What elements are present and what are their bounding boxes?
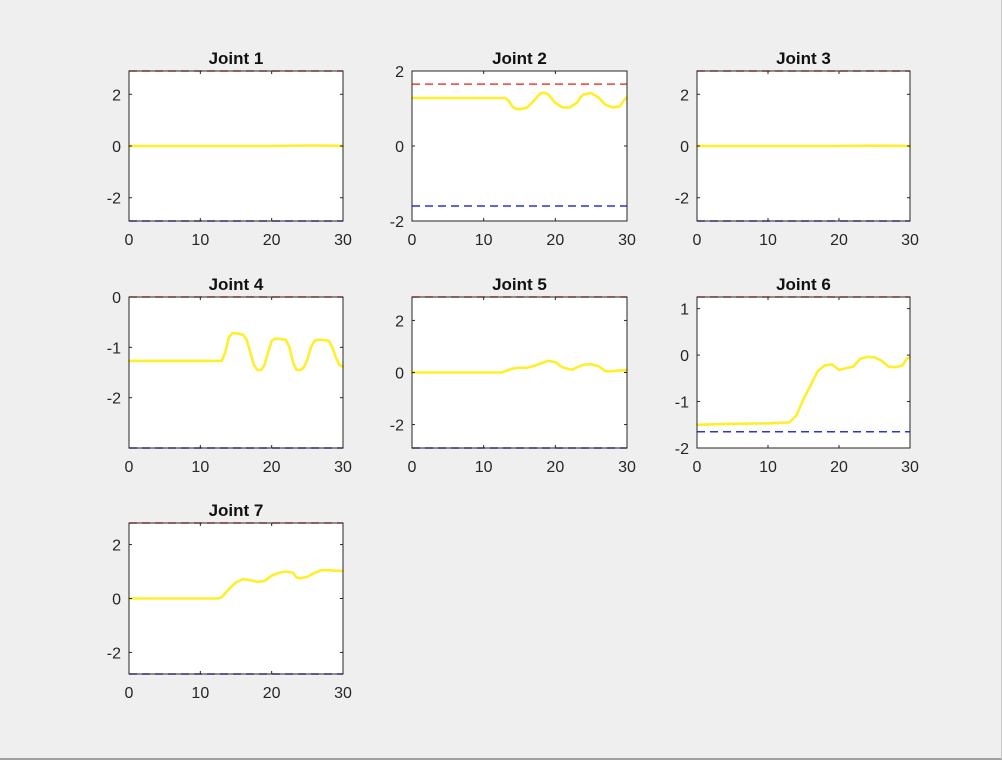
x-tick-label: 0 (408, 459, 417, 476)
x-tick-label: 10 (759, 459, 777, 476)
x-tick-label: 30 (618, 459, 636, 476)
x-tick-label: 20 (263, 232, 281, 249)
subplot-title: Joint 5 (492, 275, 547, 294)
y-tick-label: 2 (395, 313, 404, 330)
y-tick-label: 0 (680, 348, 689, 365)
axes-frame (696, 296, 911, 449)
y-tick-label: -2 (390, 214, 404, 231)
y-tick-label: -1 (107, 340, 121, 357)
axes-background (697, 297, 910, 448)
y-tick-label: -2 (675, 441, 689, 458)
trajectory-line (127, 144, 345, 148)
axes-background (129, 297, 343, 448)
x-tick-label: 20 (546, 459, 564, 476)
y-tick-label: 0 (395, 139, 404, 156)
axes-frame (128, 296, 344, 449)
trajectory-line (410, 91, 629, 111)
y-tick-label: -2 (107, 391, 121, 408)
x-tick-label: 0 (125, 459, 134, 476)
x-tick-label: 30 (618, 232, 636, 249)
trajectory-line (127, 568, 345, 600)
subplot-joint-3: 0 10 20 30 -2 0 2 Joint 3 (675, 49, 919, 249)
y-tick-label: -2 (107, 191, 121, 208)
y-tick-label: -2 (675, 191, 689, 208)
y-tick-label: 0 (395, 366, 404, 383)
x-tick-label: 20 (830, 459, 848, 476)
subplot-title: Joint 1 (209, 49, 264, 68)
y-tick-label: 0 (112, 592, 121, 609)
subplot-title: Joint 2 (492, 49, 547, 68)
x-tick-label: 0 (693, 459, 702, 476)
x-tick-label: 20 (830, 232, 848, 249)
y-tick-label: 2 (395, 64, 404, 81)
subplot-joint-6: 0 10 20 30 -2 -1 0 1 Joint 6 (675, 275, 919, 476)
x-tick-label: 0 (693, 232, 702, 249)
y-tick-label: 2 (112, 87, 121, 104)
x-tick-label: 30 (334, 232, 352, 249)
x-tick-label: 30 (334, 685, 352, 702)
y-tick-label: 0 (112, 139, 121, 156)
y-tick-label: 2 (112, 538, 121, 555)
subplot-title: Joint 7 (209, 501, 264, 520)
subplot-title: Joint 6 (776, 275, 831, 294)
subplot-joint-4: 0 10 20 30 -2 -1 0 Joint 4 (107, 275, 352, 476)
axes-background (412, 71, 627, 221)
subplot-joint-5: 0 10 20 30 -2 0 2 Joint 5 (390, 275, 636, 476)
y-tick-label: 0 (112, 290, 121, 307)
x-tick-label: 0 (125, 232, 134, 249)
x-tick-label: 20 (546, 232, 564, 249)
y-tick-label: 0 (680, 139, 689, 156)
y-tick-label: 1 (680, 302, 689, 319)
x-tick-label: 10 (475, 232, 493, 249)
x-tick-label: 30 (901, 459, 919, 476)
x-tick-label: 20 (263, 459, 281, 476)
x-tick-label: 10 (191, 685, 209, 702)
x-tick-label: 30 (334, 459, 352, 476)
trajectory-line (410, 359, 629, 374)
subplot-title: Joint 3 (776, 49, 831, 68)
x-tick-label: 10 (475, 459, 493, 476)
x-tick-label: 10 (191, 459, 209, 476)
x-tick-label: 10 (759, 232, 777, 249)
subplot-title: Joint 4 (209, 275, 264, 294)
y-tick-label: -1 (675, 395, 689, 412)
x-tick-label: 10 (191, 232, 209, 249)
subplot-joint-7: 0 10 20 30 -2 0 2 Joint 7 (107, 501, 352, 702)
y-tick-label: -2 (390, 418, 404, 435)
trajectory-line (127, 331, 345, 372)
x-tick-label: 20 (263, 685, 281, 702)
y-tick-label: 2 (680, 87, 689, 104)
x-tick-label: 0 (125, 685, 134, 702)
x-tick-label: 0 (408, 232, 417, 249)
y-tick-label: -2 (107, 645, 121, 662)
trajectory-line (695, 355, 912, 427)
x-tick-label: 30 (901, 232, 919, 249)
subplot-joint-1: 0 10 20 30 -2 0 2 Joint 1 (107, 49, 352, 249)
